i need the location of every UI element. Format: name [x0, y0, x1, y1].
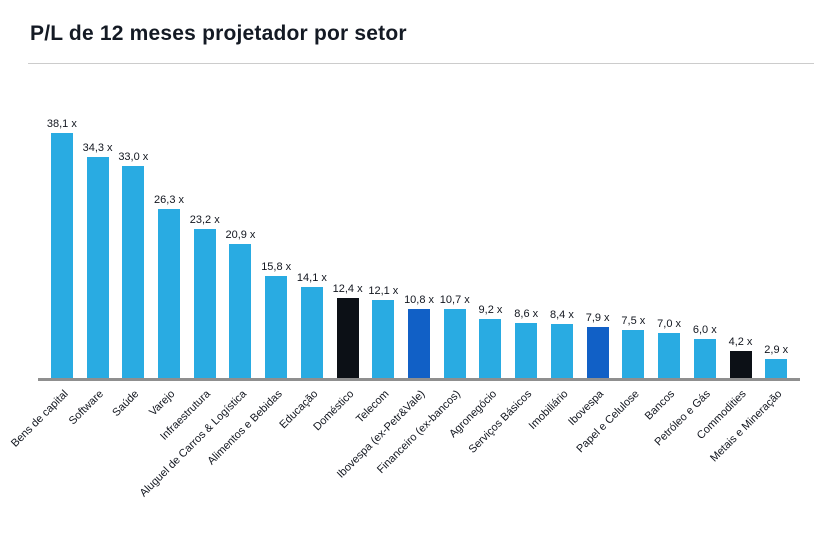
bar-value-label: 2,9 x — [764, 344, 789, 357]
bar-column: 23,2 x — [187, 110, 223, 378]
bar — [229, 243, 252, 378]
bar-column: 8,6 x — [508, 110, 544, 378]
bar — [372, 300, 395, 378]
bar-column: 20,9 x — [223, 110, 259, 378]
bar-value-label: 12,1 x — [368, 285, 399, 298]
bar-column: 14,1 x — [294, 110, 330, 378]
bar-value-label: 7,0 x — [657, 318, 681, 330]
bar-column: 10,7 x — [437, 110, 473, 378]
bar — [86, 157, 109, 378]
bar-chart: 38,1 x 34,3 x 33,0 x 26,3 x 23,2 x 20,9 x 15,8… — [9, 110, 800, 521]
bar-value-label: 23,2 x — [189, 213, 220, 226]
bar — [729, 351, 752, 378]
bar — [193, 228, 216, 378]
bar-column: 7,5 x — [616, 110, 652, 378]
bar-value-label: 7,5 x — [621, 314, 646, 327]
bar — [765, 359, 788, 378]
bar — [658, 333, 681, 378]
bar-column: 12,4 x — [330, 110, 366, 378]
bar-value-label: 9,2 x — [478, 303, 503, 316]
chart-title: P/L de 12 meses projetador por setor — [30, 22, 407, 45]
bar — [265, 276, 288, 378]
bar-column: 15,8 x — [258, 110, 294, 378]
bar-column: 4,2 x — [723, 110, 759, 378]
bar — [515, 322, 538, 378]
bar-column: 38,1 x — [44, 110, 80, 378]
bar-value-label: 7,9 x — [585, 312, 610, 325]
category-label: Saúde — [110, 388, 142, 419]
x-axis-line — [38, 378, 800, 381]
category-label: Software — [66, 388, 107, 428]
category-labels: Bens de capital Software Saúde Varejo Infrae… — [9, 381, 794, 521]
bar-value-label: 34,3 x — [82, 142, 113, 155]
bar — [479, 318, 502, 378]
bar — [336, 298, 359, 378]
bar-value-label: 8,4 x — [549, 309, 574, 321]
bar-value-label: 10,8 x — [404, 293, 435, 306]
category-label: Varejo — [147, 388, 178, 419]
category-label: Bens de capital — [8, 388, 71, 450]
title-divider — [28, 63, 814, 64]
bar-value-label: 4,2 x — [728, 336, 753, 348]
bar-value-label: 33,0 x — [118, 150, 149, 163]
bar-column: 7,0 x — [651, 110, 687, 378]
bar — [408, 308, 431, 378]
bar-column: 9,2 x — [473, 110, 509, 378]
bar-column: 6,0 x — [687, 110, 723, 378]
bar — [300, 287, 323, 378]
bar-column: 26,3 x — [151, 110, 187, 378]
category-label: Serviços Básicos — [466, 388, 535, 456]
bar-column: 2,9 x — [758, 110, 794, 378]
bar-value-label: 8,6 x — [514, 307, 539, 320]
bar-value-label: 26,3 x — [154, 193, 184, 206]
bar — [122, 165, 145, 378]
bar — [443, 309, 466, 378]
bar — [586, 327, 609, 378]
category-label: Bancos — [643, 388, 678, 423]
bar-column: 33,0 x — [115, 110, 151, 378]
bar — [622, 329, 645, 378]
bar-column: 34,3 x — [80, 110, 116, 378]
bar-value-label: 20,9 x — [225, 228, 256, 241]
bars-row: 38,1 x 34,3 x 33,0 x 26,3 x 23,2 x 20,9 x 15,8… — [44, 110, 794, 378]
bar-column: 10,8 x — [401, 110, 437, 378]
bar — [693, 339, 716, 378]
bar-value-label: 14,1 x — [296, 272, 327, 285]
bar — [550, 324, 573, 378]
bar-value-label: 10,7 x — [439, 294, 470, 307]
bar — [50, 133, 73, 378]
bar-value-label: 12,4 x — [332, 283, 363, 296]
bar-value-label: 38,1 x — [46, 118, 77, 130]
category-label: Metais e Mineração — [708, 388, 785, 465]
bar — [158, 208, 181, 378]
bar-column: 7,9 x — [580, 110, 616, 378]
chart-page: P/L de 12 meses projetador por setor 38,… — [0, 22, 830, 548]
bar-column: 8,4 x — [544, 110, 580, 378]
category-label: Papel e Celulose — [574, 388, 642, 456]
bar-value-label: 6,0 x — [692, 324, 717, 337]
bar-column: 12,1 x — [365, 110, 401, 378]
bar-value-label: 15,8 x — [261, 261, 292, 274]
